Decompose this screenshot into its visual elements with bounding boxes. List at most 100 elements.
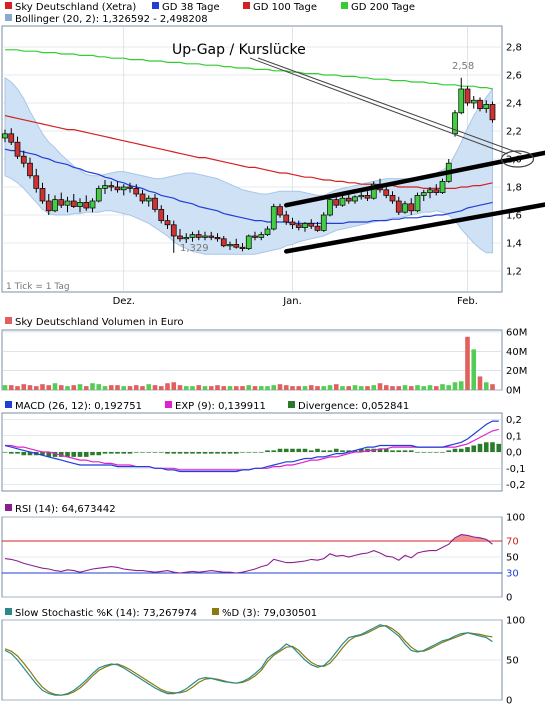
- candle-body: [483, 104, 490, 109]
- volume-bar: [196, 385, 202, 390]
- candle-body: [127, 186, 133, 189]
- candle-body: [364, 195, 371, 199]
- lower-channel-trendline: [284, 202, 545, 254]
- divergence-bar: [133, 452, 139, 453]
- volume-bar: [183, 386, 189, 390]
- candle-body: [195, 234, 202, 238]
- volume-bar: [283, 385, 289, 390]
- divergence-bar: [327, 450, 333, 452]
- x-tick-label: Dez.: [113, 296, 135, 307]
- candle-body: [477, 99, 483, 109]
- divergence-bar: [90, 452, 95, 456]
- volume-bar: [290, 386, 295, 390]
- legend-swatch-divergence: [288, 401, 295, 408]
- divergence-bar: [258, 452, 264, 453]
- candle-body: [177, 235, 183, 240]
- divergence-bar: [408, 450, 414, 452]
- divergence-bar: [440, 452, 445, 453]
- volume-bar: [458, 381, 464, 390]
- candle-body: [164, 220, 171, 226]
- price-x-axis: Dez. Jan. Feb.: [113, 296, 478, 307]
- volume-bar: [58, 385, 64, 390]
- divergence-bar: [71, 452, 77, 457]
- volume-bar: [240, 386, 245, 390]
- candle-body: [489, 104, 496, 121]
- volume-bar: [490, 384, 495, 390]
- candle-body: [2, 133, 8, 139]
- gap-pointer: [257, 57, 522, 155]
- candle-body: [345, 197, 352, 202]
- volume-bar: [277, 384, 283, 390]
- divergence-bar: [252, 452, 258, 453]
- divergence-bar: [446, 450, 452, 452]
- volume-bar: [102, 386, 108, 390]
- gd38-line: [4, 148, 493, 224]
- candle-body: [120, 186, 127, 191]
- volume-y-axis: 0M 20M 40M 60M: [506, 327, 527, 396]
- divergence-bar: [346, 450, 352, 452]
- stoch-y-axis: 0 50 100: [506, 616, 525, 707]
- y-tick-label: 70: [506, 537, 519, 548]
- volume-bar: [346, 386, 352, 390]
- divergence-bar: [158, 452, 164, 453]
- y-tick-label: 60M: [506, 327, 527, 338]
- divergence-bar: [102, 452, 108, 454]
- high-price-label: 2,58: [452, 61, 474, 72]
- legend-label-divergence: Divergence: 0,052841: [298, 401, 409, 412]
- rsi-y-axis: 0 30 50 70 100: [506, 513, 525, 604]
- y-tick-label: 2,0: [506, 155, 522, 166]
- volume-bar: [340, 386, 345, 390]
- gd100-line: [4, 115, 493, 189]
- volume-bar: [65, 386, 70, 390]
- legend-label-macd: MACD (26, 12): 0,192751: [15, 401, 142, 412]
- candle-body: [333, 199, 340, 206]
- y-tick-label: 1,6: [506, 211, 522, 222]
- volume-bar: [108, 385, 114, 390]
- candle-body: [139, 193, 146, 202]
- divergence-bar: [315, 448, 320, 452]
- legend-label-rsi: RSI (14): 64,673442: [15, 504, 116, 515]
- legend-label-bollinger: Bollinger (20, 2): 1,326592 - 2,498208: [15, 14, 208, 25]
- x-tick-label: Feb.: [457, 296, 478, 307]
- divergence-bar: [452, 448, 458, 452]
- candle-body: [408, 203, 415, 212]
- divergence-bar: [208, 452, 214, 454]
- volume-bar: [390, 386, 395, 390]
- divergence-bar: [490, 442, 495, 452]
- divergence-bar: [333, 448, 339, 452]
- candle-body: [245, 235, 252, 249]
- stoch-grid: [2, 619, 502, 701]
- divergence-bar: [240, 452, 245, 453]
- divergence-bar: [352, 450, 358, 452]
- legend-label-exp: EXP (9): 0,139911: [175, 401, 266, 412]
- tick-footnote: 1 Tick = 1 Tag: [6, 282, 70, 292]
- candle-body: [183, 237, 190, 240]
- volume-bars: [2, 336, 495, 390]
- candle-body: [33, 175, 40, 189]
- volume-title: Sky Deutschland Volumen in Euro: [15, 317, 183, 328]
- candle-body: [220, 238, 227, 247]
- volume-bar: [402, 385, 408, 390]
- candle-body: [270, 206, 277, 230]
- y-tick-label: 0: [506, 593, 512, 604]
- candle-body: [439, 181, 446, 193]
- volume-bar: [321, 386, 327, 390]
- candle-body: [402, 203, 408, 213]
- candle-body: [239, 246, 246, 249]
- y-tick-label: -0,1: [506, 464, 526, 475]
- divergence-bar: [265, 450, 270, 452]
- volume-bar: [352, 385, 358, 390]
- macd-exp-line: [5, 428, 499, 471]
- y-tick-label: 2,6: [506, 71, 522, 82]
- gap-annotation-text: Up-Gap / Kurslücke: [172, 42, 306, 58]
- candle-body: [308, 223, 315, 227]
- volume-bar: [265, 386, 270, 390]
- candle-body: [464, 88, 471, 104]
- candle-body: [277, 206, 283, 216]
- gap-ellipse: [500, 150, 535, 168]
- volume-bar: [33, 386, 39, 390]
- candle-body: [258, 234, 265, 238]
- divergence-bar: [390, 450, 395, 452]
- candle-body: [295, 224, 302, 228]
- divergence-bar: [383, 448, 389, 452]
